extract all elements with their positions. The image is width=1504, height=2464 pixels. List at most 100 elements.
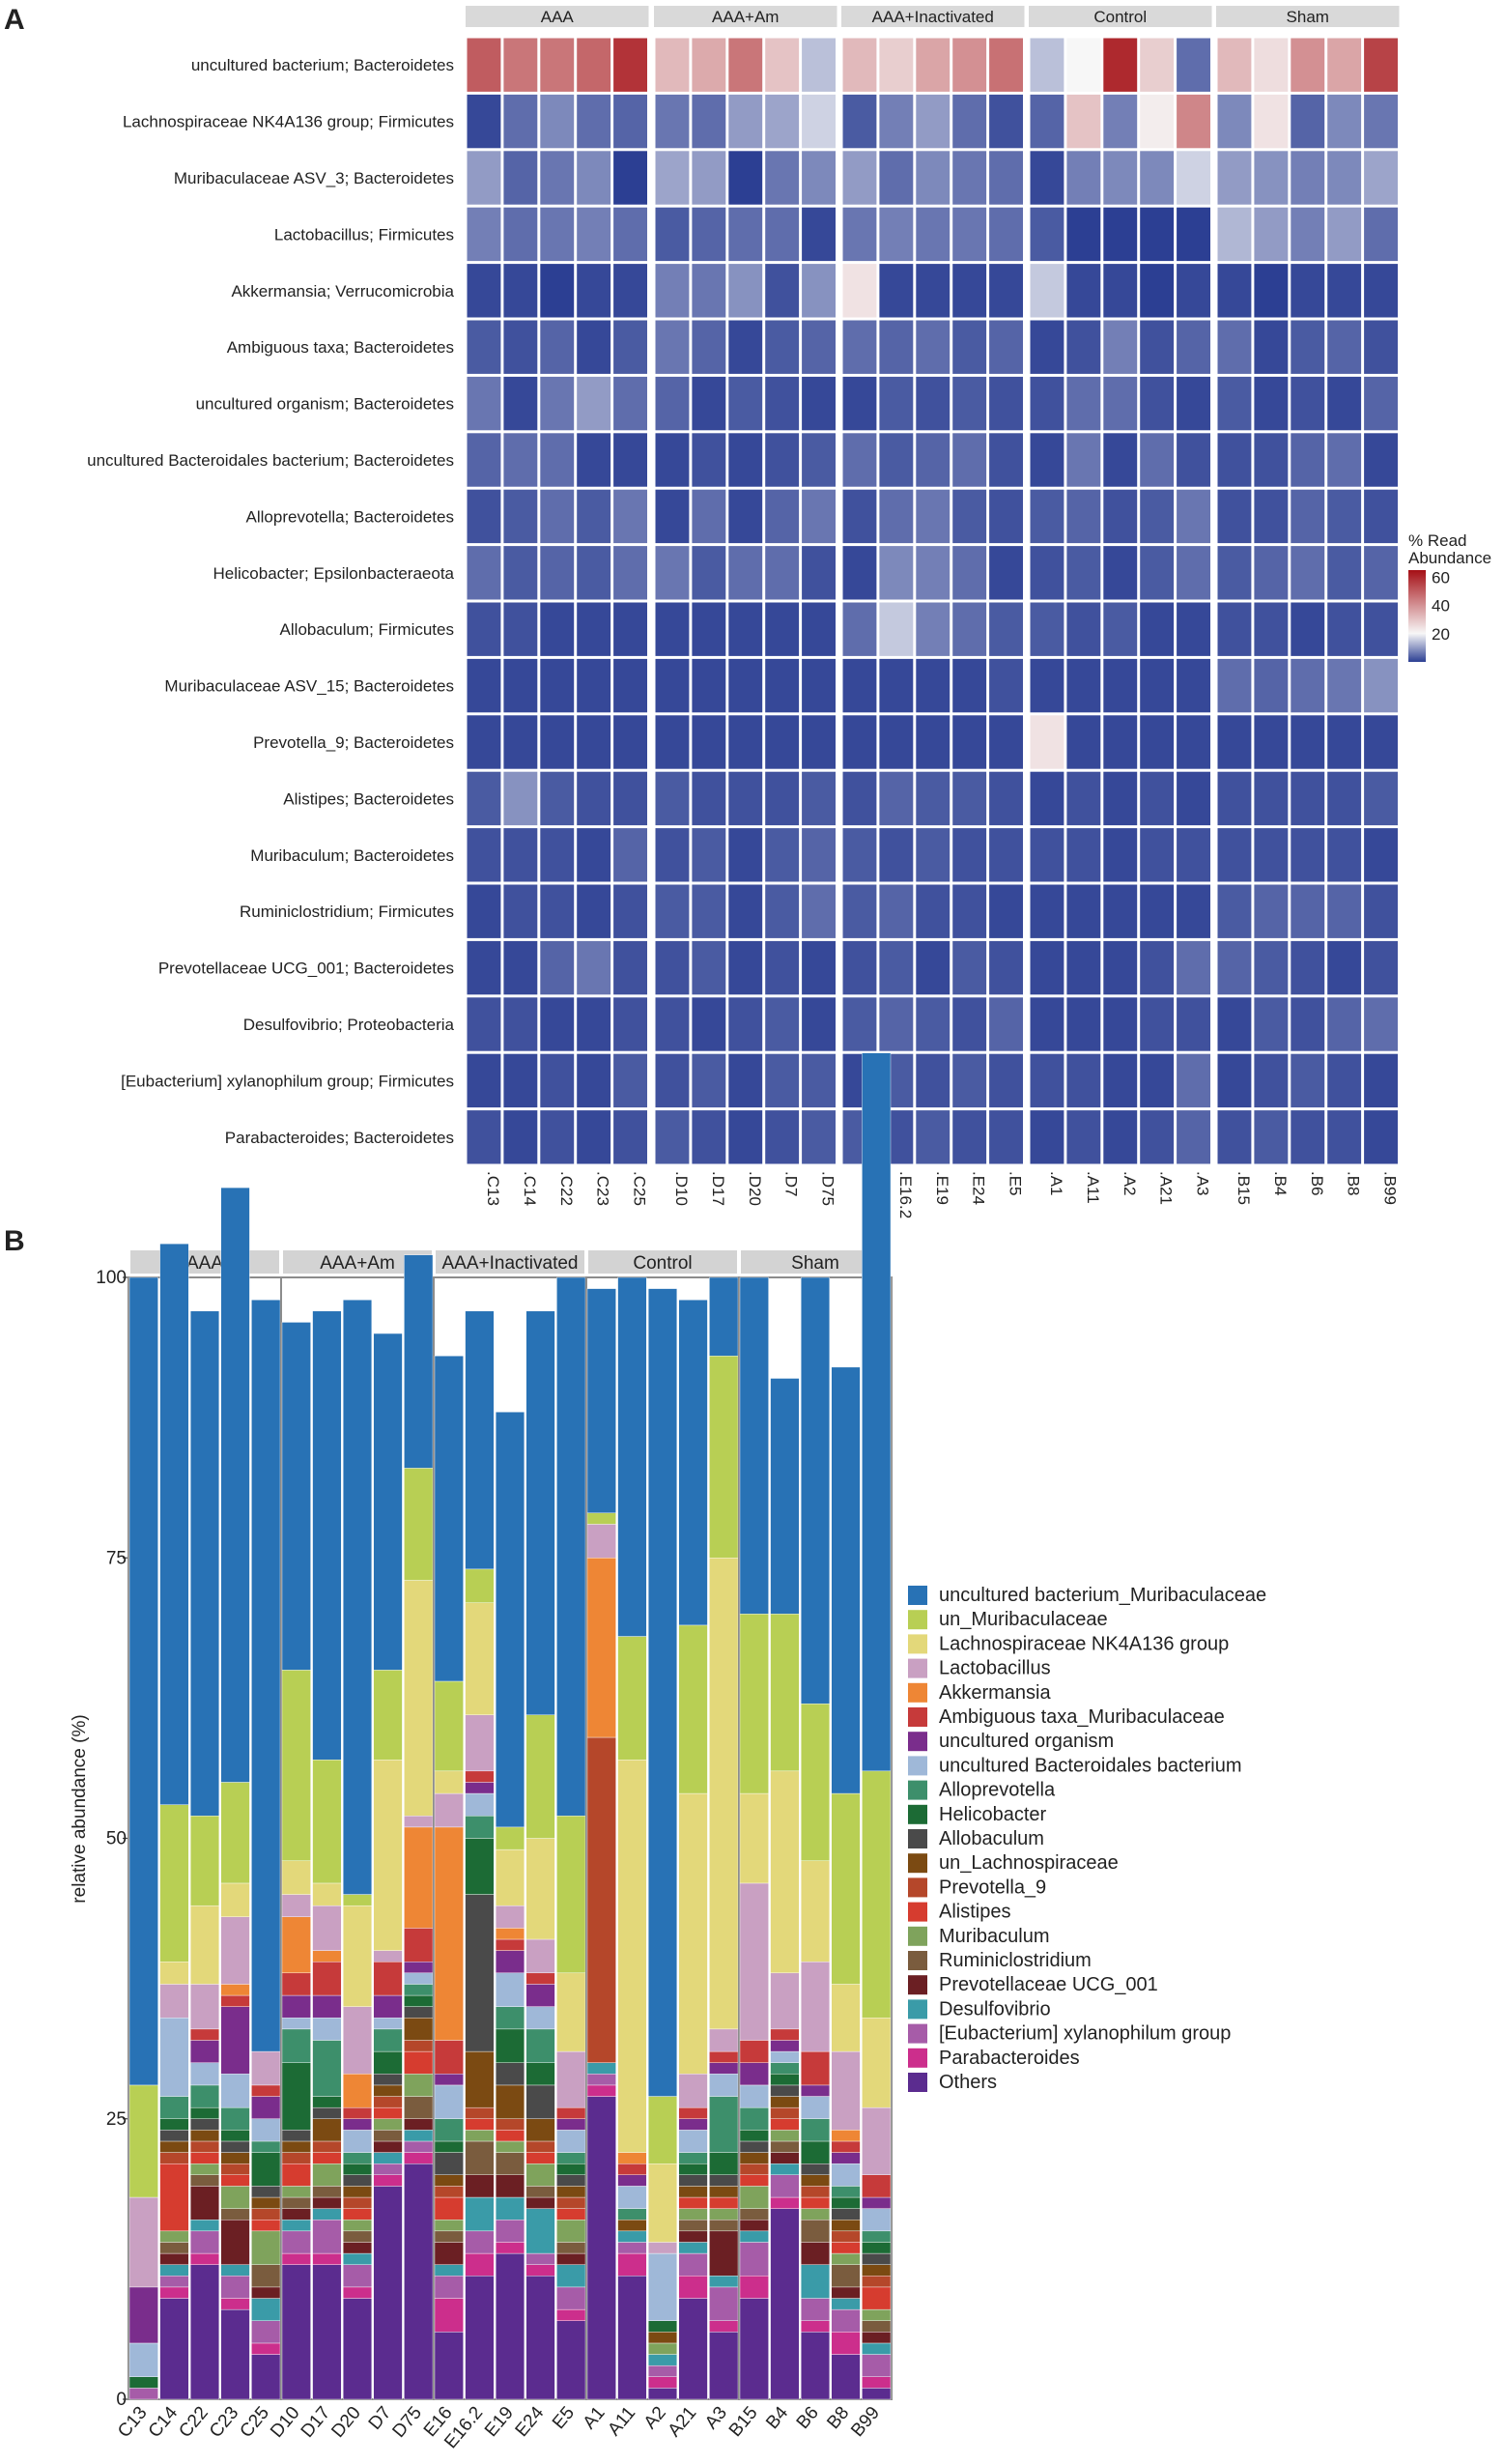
heatmap-cell <box>1364 546 1398 600</box>
bar-segment <box>831 2264 861 2288</box>
heatmap-cell <box>1254 94 1289 149</box>
bar-segment <box>525 1984 555 2007</box>
heatmap-cell <box>540 376 575 431</box>
heatmap-cell <box>989 264 1023 318</box>
heatmap-cell <box>1140 658 1175 713</box>
bar-segment <box>343 2074 373 2108</box>
bar-segment <box>312 2106 342 2119</box>
heatmap-cell <box>540 602 575 656</box>
heatmap-cell <box>765 884 800 938</box>
bar-segment <box>251 2096 281 2119</box>
heatmap-cell <box>1066 828 1101 882</box>
heatmap-cell <box>802 433 836 487</box>
bar-segment <box>801 2186 831 2198</box>
heatmap-cell <box>540 940 575 995</box>
bar-segment <box>678 1792 708 2075</box>
heatmap-cell <box>577 771 611 826</box>
heatmap-cell <box>1327 489 1362 544</box>
heatmap-cell <box>467 828 501 882</box>
bar-segment <box>770 2130 800 2142</box>
bar-segment <box>496 2252 525 2400</box>
heatmap-cell <box>1364 320 1398 374</box>
heatmap-cell <box>1140 771 1175 826</box>
legend-label: uncultured Bacteroidales bacterium <box>939 1755 1242 1776</box>
bar-segment <box>617 2186 647 2209</box>
bar-segment <box>281 2186 311 2198</box>
bar-segment <box>556 2264 586 2288</box>
heatmap-cell <box>916 94 951 149</box>
heatmap-cell <box>1364 38 1398 92</box>
bar-segment <box>343 2208 373 2220</box>
heatmap-cell <box>989 38 1023 92</box>
heatmap-cell <box>989 320 1023 374</box>
bar-segment <box>128 1276 158 2086</box>
heatmap-cell <box>1177 715 1210 769</box>
legend-swatch <box>908 1804 927 1824</box>
bar-segment <box>862 2332 892 2344</box>
x-tick-label: D75 <box>389 2403 426 2442</box>
bar-segment <box>159 2242 189 2254</box>
heatmap-cell <box>577 151 611 205</box>
bar-segment <box>770 2208 800 2400</box>
heatmap-sample-label: .B99 <box>1381 1171 1400 1205</box>
x-tick-label: E5 <box>549 2403 579 2433</box>
bar-segment <box>586 1524 616 1559</box>
heatmap-cell <box>613 489 647 544</box>
bar-segment <box>770 2174 800 2198</box>
heatmap-cell <box>1217 489 1252 544</box>
heatmap-cell <box>1066 997 1101 1051</box>
heatmap-cell <box>1217 1110 1252 1164</box>
bar-segment <box>862 2230 892 2243</box>
bar-segment <box>312 1994 342 2019</box>
heatmap-cell <box>613 264 647 318</box>
heatmap-sample-label: .A2 <box>1121 1171 1139 1196</box>
heatmap-cell <box>613 1053 647 1108</box>
heatmap-cell <box>467 94 501 149</box>
heatmap-cell <box>577 658 611 713</box>
heatmap-cell <box>1291 546 1325 600</box>
bar-segment <box>373 2152 403 2164</box>
bar-segment <box>404 2074 434 2097</box>
heatmap-cell <box>952 433 987 487</box>
heatmap-cell <box>1066 771 1101 826</box>
stacked-bar-panel: 0255075100AAAC13C14C22C23C25AAA+AmD10D17… <box>96 1052 893 2452</box>
heatmap-cell <box>802 546 836 600</box>
heatmap-cell <box>1327 715 1362 769</box>
heatmap-cell <box>613 1110 647 1164</box>
heatmap-group-label: AAA <box>541 8 575 26</box>
heatmap-cell <box>1177 264 1210 318</box>
bar-group-strip <box>588 1250 737 1274</box>
heatmap-cell <box>1030 38 1064 92</box>
bar-segment <box>739 1792 769 1884</box>
legend-swatch <box>908 1902 927 1922</box>
heatmap-cell <box>802 884 836 938</box>
bar-segment <box>678 2130 708 2153</box>
bar-segment <box>556 2106 586 2119</box>
heatmap-cell <box>577 602 611 656</box>
bar-segment <box>678 2298 708 2400</box>
legend-swatch <box>908 1853 927 1874</box>
heatmap-cell <box>692 489 726 544</box>
heatmap-cell <box>728 546 763 600</box>
heatmap-cell <box>1217 602 1252 656</box>
heatmap-cell <box>952 151 987 205</box>
bar-segment <box>220 1984 250 1996</box>
heatmap-cell <box>916 940 951 995</box>
bar-segment <box>312 2140 342 2153</box>
heatmap-cell <box>577 376 611 431</box>
bar-segment <box>525 2208 555 2254</box>
heatmap-cell <box>842 151 877 205</box>
heatmap-cell <box>613 602 647 656</box>
heatmap-cell <box>613 658 647 713</box>
bar-segment <box>189 2174 219 2187</box>
heatmap-cell <box>1066 376 1101 431</box>
heatmap-cell <box>1140 715 1175 769</box>
heatmap-cell <box>728 94 763 149</box>
heatmap-cell <box>1177 376 1210 431</box>
heatmap-cell <box>1217 997 1252 1051</box>
bar-segment <box>281 2130 311 2142</box>
heatmap-cell <box>802 489 836 544</box>
legend-label: uncultured bacterium_Muribaculaceae <box>939 1585 1266 1606</box>
heatmap-cell <box>842 828 877 882</box>
heatmap-cell <box>728 376 763 431</box>
